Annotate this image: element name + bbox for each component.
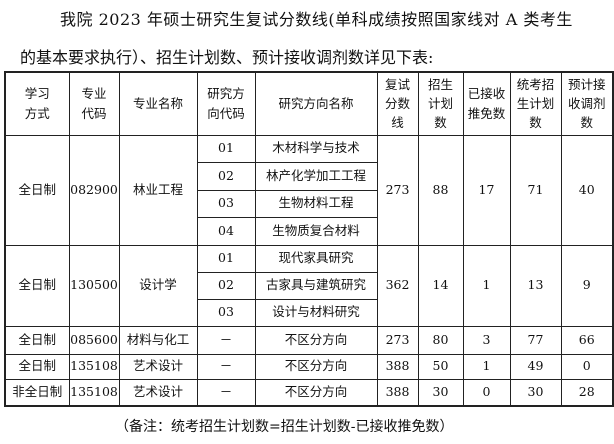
- direction-code-cell: 01: [196, 244, 256, 273]
- exempt-cell: 1: [462, 353, 511, 380]
- major-code-cell: 135108: [68, 353, 120, 380]
- table-row: 02 林产化学加工工程: [5, 162, 613, 191]
- direction-name-cell: 不区分方向: [254, 353, 378, 380]
- retest-score-cell: 388: [376, 353, 419, 380]
- direction-name-cell: 古家具与建筑研究: [254, 271, 378, 300]
- table-row: 03 设计与材料研究: [5, 298, 613, 327]
- transfer-cell: 0: [560, 353, 614, 380]
- direction-code-cell: 02: [196, 271, 256, 300]
- intro-line-1: 我院 2023 年硕士研究生复试分数线(单科成绩按照国家线对 A 类考生: [60, 10, 573, 29]
- direction-name-cell: 不区分方向: [254, 325, 378, 355]
- header-cell: 专业名称: [118, 71, 198, 136]
- retest-score-cell: 273: [376, 134, 419, 246]
- exempt-cell: 1: [462, 244, 511, 327]
- exam-plan-cell: 77: [509, 325, 562, 355]
- retest-score-cell: 273: [376, 325, 419, 355]
- table-row: 全日制 135108 艺术设计－不区分方向 388 50 1 49 0: [4, 353, 614, 380]
- plan-cell: 30: [417, 378, 464, 407]
- exam-plan-cell: 49: [509, 353, 562, 380]
- table-row: 02 古家具与建筑研究: [5, 271, 613, 300]
- table-row: 03 生物材料工程: [5, 189, 613, 218]
- header-cell: 已接收推免数: [462, 71, 511, 136]
- table-row: 全日制 082900 林业工程 01 木材科学与技术 273 88 17 71 40: [4, 134, 614, 246]
- direction-name-cell: 不区分方向: [254, 378, 378, 407]
- direction-code-cell: 01: [196, 134, 256, 163]
- study-mode-cell: 全日制: [4, 134, 70, 246]
- header-cell: 预计接收调剂数: [560, 71, 614, 136]
- direction-code-cell: 04: [196, 217, 256, 246]
- retest-score-cell: 362: [376, 244, 419, 327]
- major-code-cell: 085600: [68, 325, 120, 355]
- header-cell: 招生计划数: [417, 71, 464, 136]
- header-cell: 复试分数线: [376, 71, 419, 136]
- direction-name-cell: 生物质复合材料: [254, 217, 378, 246]
- direction-code-cell: 02: [196, 162, 256, 191]
- table-row: 非全日制 135108 艺术设计－不区分方向 388 30 0 30 28: [4, 378, 614, 407]
- exam-plan-cell: 30: [509, 378, 562, 407]
- direction-code-cell: －: [196, 325, 256, 355]
- direction-name-cell: 设计与材料研究: [254, 298, 378, 327]
- direction-code-cell: －: [196, 378, 256, 407]
- exempt-cell: 17: [462, 134, 511, 246]
- direction-code-cell: 03: [196, 189, 256, 218]
- direction-name-cell: 木材科学与技术: [254, 134, 378, 163]
- plan-cell: 14: [417, 244, 464, 327]
- exempt-cell: 3: [462, 325, 511, 355]
- exam-plan-cell: 71: [509, 134, 562, 246]
- study-mode-cell: 全日制: [4, 353, 70, 380]
- transfer-cell: 66: [560, 325, 614, 355]
- major-name-cell: 材料与化工: [118, 325, 198, 355]
- major-code-cell: 135108: [68, 378, 120, 407]
- study-mode-cell: 全日制: [4, 325, 70, 355]
- transfer-cell: 9: [560, 244, 614, 327]
- transfer-cell: 28: [560, 378, 614, 407]
- major-code-cell: 082900: [68, 134, 120, 246]
- table-row: 04 生物质复合材料: [5, 217, 613, 246]
- plan-cell: 50: [417, 353, 464, 380]
- exempt-cell: 0: [462, 378, 511, 407]
- transfer-cell: 40: [560, 134, 614, 246]
- header-cell: 研究方向名称: [254, 71, 378, 136]
- major-name-cell: 设计学: [118, 244, 198, 327]
- intro-line-2: 的基本要求执行）、招生计划数、预计接收调剂数详见下表:: [20, 48, 434, 67]
- retest-score-cell: 388: [376, 378, 419, 407]
- footnote: （备注：统考招生计划数=招生计划数-已接收推免数）: [115, 419, 454, 435]
- admission-table: 学习方式 专业代码 专业名称 研究方向代码 研究方向名称 复试分数线 招生计划数…: [4, 71, 614, 407]
- study-mode-cell: 非全日制: [4, 378, 70, 407]
- major-name-cell: 艺术设计: [118, 378, 198, 407]
- direction-name-cell: 现代家具研究: [254, 244, 378, 273]
- direction-code-cell: 03: [196, 298, 256, 327]
- header-cell: 统考招生计划数: [509, 71, 562, 136]
- exam-plan-cell: 13: [509, 244, 562, 327]
- major-name-cell: 林业工程: [118, 134, 198, 246]
- header-row: 学习方式 专业代码 专业名称 研究方向代码 研究方向名称 复试分数线 招生计划数…: [4, 71, 614, 136]
- direction-code-cell: －: [196, 353, 256, 380]
- header-cell: 研究方向代码: [196, 71, 256, 136]
- header-cell: 专业代码: [68, 71, 120, 136]
- table-row: 全日制 130500 设计学 01 现代家具研究 362 14 1 13 9: [4, 244, 614, 327]
- plan-cell: 80: [417, 325, 464, 355]
- header-cell: 学习方式: [4, 71, 70, 136]
- major-code-cell: 130500: [68, 244, 120, 327]
- direction-name-cell: 生物材料工程: [254, 189, 378, 218]
- plan-cell: 88: [417, 134, 464, 246]
- major-name-cell: 艺术设计: [118, 353, 198, 380]
- study-mode-cell: 全日制: [4, 244, 70, 327]
- direction-name-cell: 林产化学加工工程: [254, 162, 378, 191]
- table-row: 全日制 085600 材料与化工－不区分方向 273 80 3 77 66: [4, 325, 614, 355]
